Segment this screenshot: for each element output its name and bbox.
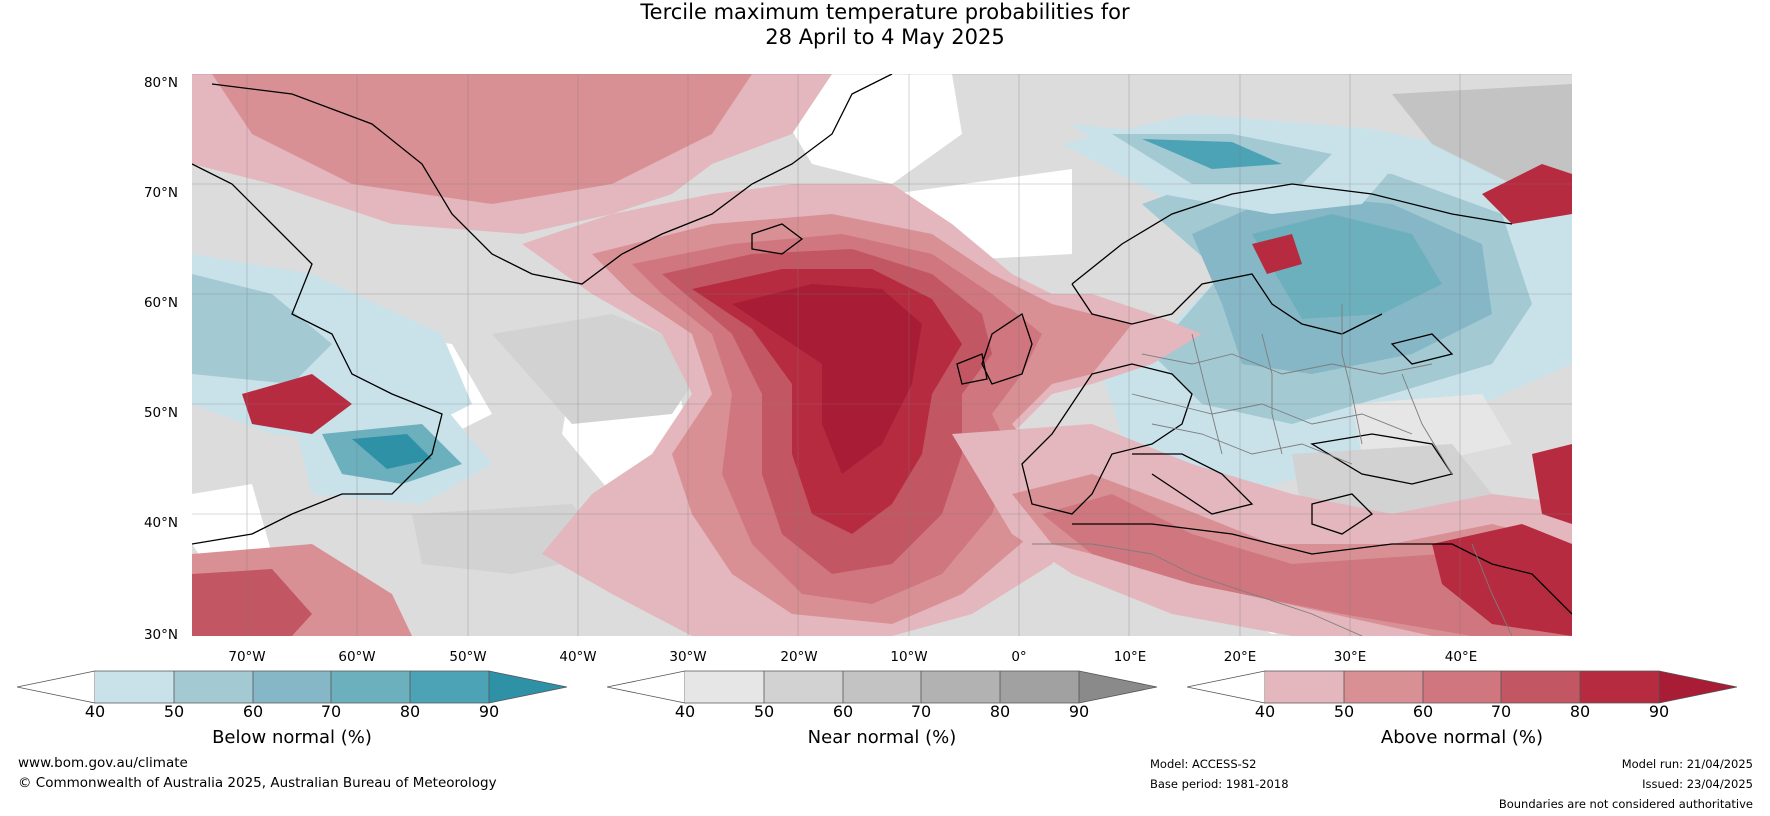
lat-label-50n: 50°N [143,405,178,421]
colorbar-below-low-extend [17,670,96,704]
model-name: Model: ACCESS-S2 [1150,757,1257,771]
colorbar-near-tick: 80 [989,702,1011,721]
colorbar-above-tick: 60 [1412,702,1434,721]
title-line-2: 28 April to 4 May 2025 [765,25,1005,49]
colorbar-above-tick: 40 [1254,702,1276,721]
base-period: Base period: 1981-2018 [1150,777,1289,791]
colorbar-below-tick: 70 [320,702,342,721]
colorbar-below-tick: 40 [84,702,106,721]
colorbar-below-tick: 50 [163,702,185,721]
colorbar-below-bin-4 [331,671,410,703]
colorbar-near-high-extend [1079,671,1157,703]
lon-label-30w: 30°W [669,649,707,665]
lon-label-70w: 70°W [228,649,266,665]
colorbar-above-bin-3 [1423,671,1501,703]
colorbar-above-bin-4 [1501,671,1580,703]
colorbar-above-tick: 80 [1569,702,1591,721]
colorbar-above-bin-1 [1265,671,1344,703]
lon-label-0: 0° [1011,649,1027,665]
lon-label-10e: 10°E [1113,649,1147,665]
lon-label-40w: 40°W [559,649,597,665]
lon-label-10w: 10°W [890,649,928,665]
colorbar-above-normal [1187,670,1738,704]
colorbar-near-low-extend [607,670,686,704]
lon-label-50w: 50°W [449,649,487,665]
issued-date: Issued: 23/04/2025 [1642,777,1753,791]
colorbar-above-tick: 70 [1490,702,1512,721]
probability-map [192,74,1572,636]
lon-label-60w: 60°W [338,649,376,665]
coastlines [192,74,1572,615]
below-normal-areas [192,114,1572,504]
colorbar-above-low-extend [1187,670,1266,704]
colorbar-below-high-extend [489,671,567,703]
map-title: Tercile maximum temperature probabilitie… [0,0,1770,50]
above-normal-areas [192,74,1572,636]
lat-label-80n: 80°N [143,75,178,91]
colorbar-near-label: Near normal (%) [807,727,957,748]
colorbar-near-bin-4 [921,671,1000,703]
colorbar-above-bin-5 [1580,671,1659,703]
lon-label-40e: 40°E [1444,649,1478,665]
colorbar-above-label: Above normal (%) [1380,727,1544,748]
colorbar-near-tick: 60 [832,702,854,721]
lat-label-60n: 60°N [143,295,178,311]
lat-label-30n: 30°N [143,627,178,643]
colorbar-near-bin-2 [764,671,843,703]
country-borders [1032,304,1513,636]
colorbar-near-tick: 70 [910,702,932,721]
colorbar-near-tick: 50 [753,702,775,721]
lat-label-40n: 40°N [143,515,178,531]
colorbar-below-tick: 80 [399,702,421,721]
colorbar-below-bin-3 [253,671,331,703]
colorbar-near-tick: 40 [674,702,696,721]
lon-label-20e: 20°E [1223,649,1257,665]
copyright-text: © Commonwealth of Australia 2025, Austra… [18,775,497,791]
colorbar-near-bin-3 [843,671,921,703]
website-link[interactable]: www.bom.gov.au/climate [18,755,188,771]
lon-label-20w: 20°W [780,649,818,665]
title-line-1: Tercile maximum temperature probabilitie… [640,0,1130,24]
colorbar-below-bin-1 [95,671,174,703]
colorbar-above-tick: 90 [1648,702,1670,721]
colorbar-near-bin-1 [685,671,764,703]
lon-label-30e: 30°E [1333,649,1367,665]
colorbar-below-bin-2 [174,671,253,703]
colorbar-above-high-extend [1659,671,1737,703]
colorbar-below-normal [17,670,568,704]
colorbar-above-bin-2 [1344,671,1423,703]
colorbar-below-label: Below normal (%) [212,727,372,748]
colorbar-below-bin-5 [410,671,489,703]
colorbar-near-normal [607,670,1158,704]
colorbar-near-bin-5 [1000,671,1079,703]
boundaries-disclaimer: Boundaries are not considered authoritat… [1498,797,1753,811]
lat-label-70n: 70°N [143,185,178,201]
colorbar-near-tick: 90 [1068,702,1090,721]
colorbar-below-tick: 90 [478,702,500,721]
colorbar-below-tick: 60 [242,702,264,721]
graticule [192,74,1572,636]
model-run-date: Model run: 21/04/2025 [1621,757,1753,771]
colorbar-above-tick: 50 [1333,702,1355,721]
